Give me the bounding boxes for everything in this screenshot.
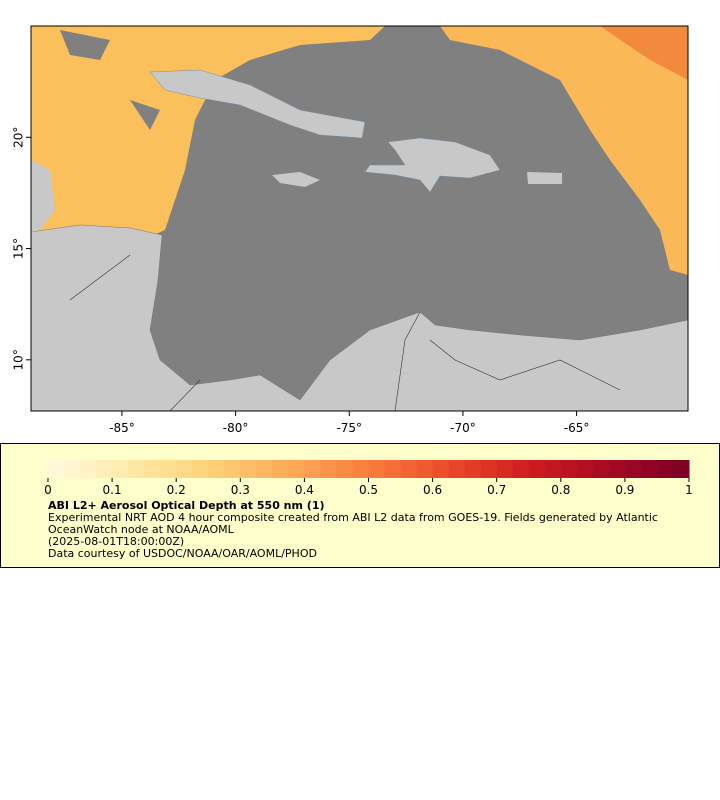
colorbar-segment: [272, 460, 289, 478]
colorbar: 0 0.1 0.2 0.3 0.4 0.5 0.6 0.7 0.8 0.9 1: [44, 460, 693, 497]
colorbar-segment: [640, 460, 658, 478]
yucatan: [31, 160, 55, 232]
colorbar-tick-label: 0: [44, 483, 52, 497]
colorbar-tick-label: 0.9: [615, 483, 634, 497]
map: -85° -80° -75° -70° -65° 10° 15° 20°: [12, 25, 689, 435]
colorbar-segment: [336, 460, 353, 478]
colorbar-segment: [224, 460, 241, 478]
colorbar-segment: [256, 460, 273, 478]
aerosol-area: [31, 26, 385, 262]
colorbar-segment: [448, 460, 466, 478]
colorbar-segment: [560, 460, 578, 478]
colorbar-segment: [208, 460, 225, 478]
x-tick-label: -65°: [564, 421, 590, 435]
colorbar-tick-label: 1: [685, 483, 693, 497]
colorbar-segment: [64, 460, 81, 478]
y-tick-label: 20°: [12, 127, 26, 148]
colorbar-segment: [320, 460, 337, 478]
caption-timestamp: (2025-08-01T18:00:00Z): [48, 535, 185, 548]
colorbar-segment: [192, 460, 209, 478]
colorbar-segment: [80, 460, 97, 478]
x-tick-label: -70°: [450, 421, 476, 435]
colorbar-segment: [496, 460, 514, 478]
caption-title: ABI L2+ Aerosol Optical Depth at 550 nm …: [48, 499, 325, 512]
aerosol-area: [600, 26, 688, 80]
colorbar-segment: [624, 460, 642, 478]
colorbar-segment: [96, 460, 113, 478]
border: [69, 254, 621, 411]
colorbar-segment: [512, 460, 530, 478]
y-tick-label: 10°: [12, 349, 26, 370]
colorbar-segment: [608, 460, 626, 478]
colorbar-segment: [240, 460, 257, 478]
caption: ABI L2+ Aerosol Optical Depth at 550 nm …: [48, 500, 688, 560]
puerto-rico: [527, 172, 562, 184]
legend-panel: 0 0.1 0.2 0.3 0.4 0.5 0.6 0.7 0.8 0.9 1 ABI L2+ Ae…: [0, 443, 720, 568]
colorbar-segment: [128, 460, 145, 478]
caption-credit: Data courtesy of USDOC/NOAA/OAR/AOML/PHO…: [48, 547, 317, 560]
map-body: [31, 26, 688, 411]
colorbar-segment: [368, 460, 386, 478]
colorbar-segment: [528, 460, 546, 478]
colorbar-segment: [288, 460, 305, 478]
jamaica: [272, 172, 320, 187]
colorbar-tick-label: 0.8: [551, 483, 570, 497]
colorbar-tick-label: 0.4: [295, 483, 314, 497]
colorbar-segment: [480, 460, 498, 478]
colorbar-segment: [576, 460, 594, 478]
colorbar-segment: [400, 460, 418, 478]
map-frame: [30, 25, 689, 412]
hispaniola: [364, 137, 501, 193]
colorbar-segment: [352, 460, 369, 478]
colorbar-tick-label: 0.2: [167, 483, 186, 497]
colorbar-tick-label: 0.5: [359, 483, 378, 497]
x-tick-label: -80°: [223, 421, 249, 435]
colorbar-segment: [304, 460, 321, 478]
colorbar-tick-label: 0.3: [231, 483, 250, 497]
y-tick-label: 15°: [12, 238, 26, 259]
colorbar-segment: [656, 460, 674, 478]
colorbar-segment: [176, 460, 193, 478]
colorbar-segment: [144, 460, 161, 478]
colorbar-segment: [592, 460, 610, 478]
colorbar-tick-label: 0.7: [487, 483, 506, 497]
caption-description: Experimental NRT AOD 4 hour composite cr…: [48, 511, 658, 536]
colorbar-tick-label: 0.6: [423, 483, 442, 497]
colorbar-segment: [672, 460, 690, 478]
colorbar-segment: [384, 460, 402, 478]
colorbar-segment: [464, 460, 482, 478]
colorbar-segment: [432, 460, 450, 478]
colorbar-segment: [112, 460, 129, 478]
colorbar-tick-label: 0.1: [103, 483, 122, 497]
colorbar-segment: [160, 460, 177, 478]
colorbar-segment: [416, 460, 434, 478]
mainland: [31, 224, 688, 411]
aerosol-area: [440, 26, 688, 275]
x-tick-label: -85°: [109, 421, 135, 435]
cuba: [149, 69, 366, 139]
x-tick-label: -75°: [336, 421, 362, 435]
colorbar-segment: [48, 460, 65, 478]
colorbar-segment: [544, 460, 562, 478]
cloud-gap: [60, 30, 160, 130]
